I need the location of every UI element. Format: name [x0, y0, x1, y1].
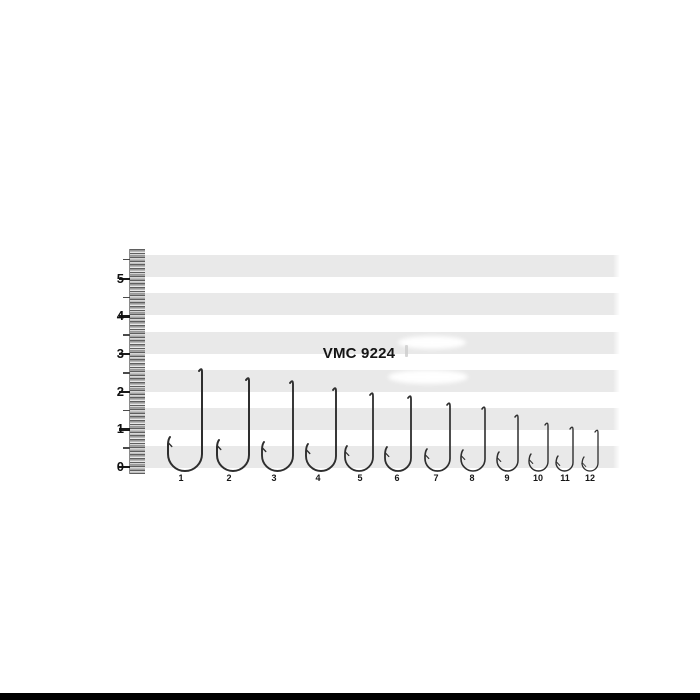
background-stripe	[143, 255, 620, 277]
hook-size-label: 6	[394, 473, 400, 483]
hook-barb	[582, 462, 587, 467]
ruler-unit-tick	[119, 277, 130, 280]
hook-barb	[167, 442, 173, 448]
hook-size-label: 9	[504, 473, 510, 483]
hook-barb	[261, 447, 267, 453]
hook-size-6	[384, 395, 412, 472]
ruler-unit-tick	[119, 352, 130, 356]
hook-barb	[305, 449, 311, 455]
hook-size-3	[261, 380, 294, 472]
ruler-number: 2	[116, 383, 124, 399]
ruler-number: 1	[116, 421, 124, 437]
background-stripe	[143, 293, 620, 315]
hook-size-label: 11	[560, 473, 570, 483]
hook-size-5	[344, 392, 374, 472]
hook-size-1	[167, 368, 203, 472]
hook-size-label: 10	[532, 473, 543, 483]
hook-barb	[216, 445, 222, 451]
hook-size-8	[460, 406, 486, 472]
hook-barb	[384, 452, 390, 458]
hook-barb	[344, 451, 350, 457]
hook-size-label: 1	[178, 473, 184, 483]
watermark-artifact	[405, 345, 408, 357]
ruler-number: 0	[116, 459, 124, 474]
hook-barb	[424, 454, 430, 460]
hook-size-11	[555, 426, 574, 472]
ruler-unit-tick	[119, 315, 130, 318]
ruler-bar	[129, 249, 145, 474]
background-stripe	[143, 408, 620, 430]
hook-size-9	[496, 414, 519, 472]
hook-size-label: 4	[315, 473, 321, 483]
background-stripe	[143, 332, 620, 354]
hook-size-label: 8	[469, 473, 475, 483]
white-smudge	[398, 336, 466, 349]
background-stripe	[143, 370, 620, 392]
bottom-border-bar	[0, 693, 700, 700]
ruler-number: 3	[116, 345, 124, 361]
hook-barb	[556, 461, 561, 466]
hook-size-2	[216, 377, 250, 472]
ruler-half-tick	[123, 258, 130, 261]
hook-barb	[496, 457, 502, 463]
hook-size-7	[424, 402, 451, 472]
hook-size-12	[581, 429, 599, 472]
hook-size-label: 5	[357, 473, 363, 483]
hook-size-10	[528, 422, 549, 472]
ruler-half-tick	[123, 334, 130, 336]
white-smudge	[388, 370, 468, 384]
ruler-unit-tick	[119, 390, 130, 393]
hook-size-label: 7	[433, 473, 439, 483]
hook-size-4	[305, 387, 337, 472]
hook-barb	[529, 459, 534, 464]
ruler-unit-tick	[119, 428, 130, 431]
hook-size-label: 2	[226, 473, 232, 483]
hook-size-label: 3	[271, 473, 277, 483]
ruler-half-tick	[123, 296, 130, 299]
ruler-number: 5	[116, 270, 124, 286]
ruler-half-tick	[123, 447, 130, 449]
ruler-half-tick	[123, 409, 130, 412]
ruler-number: 4	[116, 308, 124, 324]
hook-size-label: 12	[584, 473, 595, 483]
ruler-half-tick	[123, 371, 130, 374]
product-title: VMC 9224	[322, 345, 396, 362]
ruler-unit-tick	[119, 466, 130, 469]
hook-barb	[460, 455, 466, 461]
